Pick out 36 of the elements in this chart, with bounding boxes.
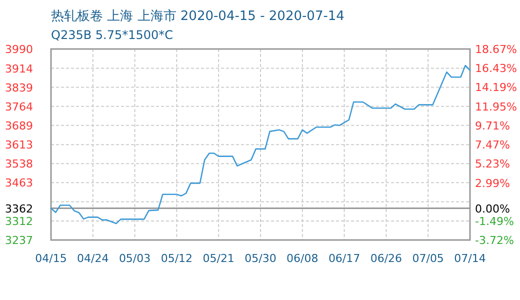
x-tick-label: 06/17: [328, 252, 360, 265]
y-tick-label: 3613: [5, 138, 33, 152]
y-tick-label: 3839: [5, 81, 33, 94]
y2-tick-label: 14.19%: [475, 81, 517, 94]
y2-tick-label: 5.23%: [475, 158, 510, 171]
y2-tick-label: 16.43%: [475, 62, 517, 76]
x-tick-label: 06/08: [286, 252, 318, 265]
y-tick-label: 3362: [5, 202, 33, 216]
x-tick-label: 07/14: [454, 252, 486, 265]
y-tick-label: 3764: [5, 100, 33, 114]
chart-subtitle: Q235B 5.75*1500*C: [51, 28, 174, 42]
x-tick-label: 05/21: [202, 252, 234, 265]
y-tick-label: 3312: [5, 214, 33, 228]
y2-tick-label: 11.95%: [475, 100, 517, 114]
x-tick-label: 04/24: [77, 252, 109, 265]
x-tick-label: 05/12: [160, 252, 193, 265]
chart-title: 热轧板卷 上海 上海市 2020-04-15 - 2020-07-14: [51, 9, 344, 24]
y2-tick-label: -3.72%: [475, 234, 514, 247]
x-tick-label: 07/05: [412, 252, 444, 265]
y-tick-label: 3538: [5, 158, 33, 171]
line-series: [50, 64, 471, 224]
y2-tick-label: 0.00%: [475, 202, 510, 216]
y-tick-label: 3914: [5, 62, 33, 76]
y-tick-label: 3990: [5, 43, 33, 56]
y2-tick-label: 18.67%: [475, 43, 517, 56]
x-tick-label: 05/03: [118, 252, 151, 265]
y2-tick-label: 2.99%: [475, 176, 510, 190]
x-tick-label: 04/15: [35, 252, 67, 265]
y2-tick-label: 7.47%: [475, 138, 510, 152]
x-tick-label: 06/26: [370, 252, 402, 265]
y-tick-label: 3463: [5, 176, 33, 190]
y2-tick-label: 9.71%: [475, 119, 510, 132]
y-tick-label: 3689: [5, 119, 33, 132]
y2-tick-label: -1.49%: [475, 214, 514, 228]
y-tick-label: 3237: [5, 234, 33, 247]
x-tick-label: 05/30: [244, 252, 276, 265]
